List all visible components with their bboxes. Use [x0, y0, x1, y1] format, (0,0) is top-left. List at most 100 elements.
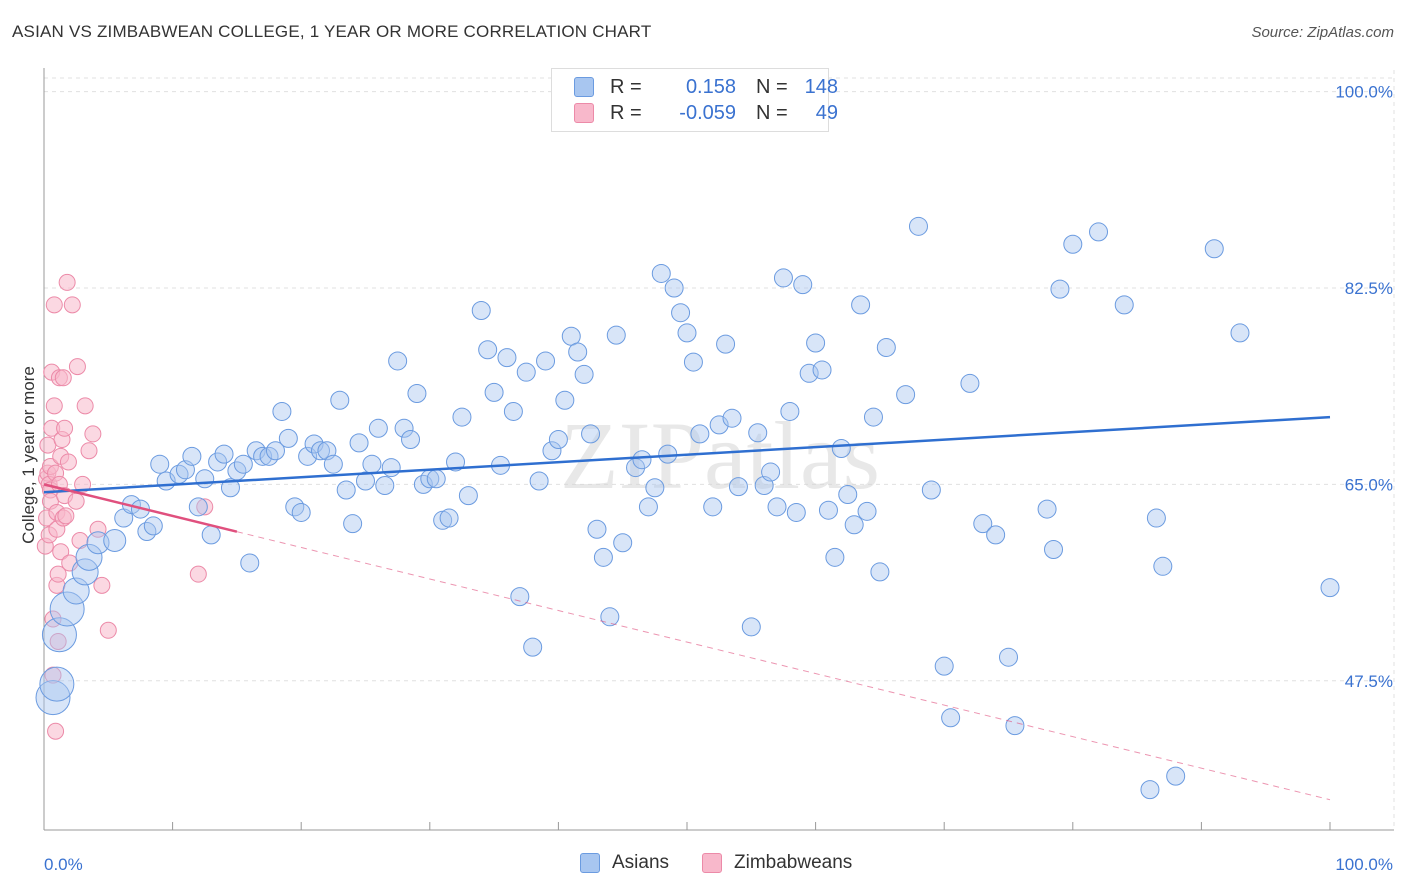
asian-point	[999, 647, 1018, 667]
asian-point	[103, 529, 127, 552]
zimbabwean-point	[189, 565, 207, 583]
zimbabwean-point	[57, 507, 75, 525]
zimbabwean-swatch-icon	[574, 103, 594, 123]
asian-point	[49, 591, 85, 627]
asian-point	[195, 469, 215, 489]
asian-point	[478, 340, 498, 360]
asian-point	[375, 476, 395, 496]
source-label: Source: ZipAtlas.com	[1251, 24, 1394, 41]
asian-point	[1204, 239, 1224, 259]
legend-item-zimbabweans: Zimbabweans	[702, 852, 852, 874]
zimbabwean-point	[49, 565, 67, 583]
asian-point	[1320, 578, 1340, 598]
asian-point	[536, 351, 556, 371]
asian-point	[278, 428, 298, 448]
asian-point	[323, 454, 343, 474]
n-value: 148	[804, 75, 838, 98]
asian-point	[780, 401, 800, 421]
chart-title: ASIAN VS ZIMBABWEAN COLLEGE, 1 YEAR OR M…	[12, 22, 652, 41]
asian-point	[330, 390, 350, 410]
asian-point	[812, 360, 832, 380]
asian-point	[356, 471, 375, 491]
zimbabwean-point	[68, 358, 86, 376]
asian-point	[793, 275, 813, 295]
asian-point	[703, 497, 723, 517]
zimbabwean-point	[47, 722, 65, 740]
zimbabwean-point	[52, 543, 70, 561]
asian-point	[645, 478, 665, 498]
zimbabwean-trend-line-extension	[236, 531, 1331, 801]
asian-point	[523, 637, 543, 657]
asian-point	[233, 454, 253, 474]
asian-point	[426, 469, 446, 489]
asian-point	[941, 708, 961, 728]
legend-row-zimbabweans: R = -0.059 N = 49	[574, 100, 838, 126]
asian-point	[542, 441, 562, 461]
n-value: 49	[815, 101, 838, 124]
asian-point	[362, 454, 382, 474]
asian-point	[35, 680, 71, 716]
asian-point	[201, 525, 221, 545]
asian-point	[671, 303, 691, 323]
legend-item-asians: Asians	[580, 852, 669, 874]
asian-point	[581, 424, 601, 444]
zimbabwean-point	[49, 632, 67, 650]
asian-point	[298, 446, 318, 466]
asian-point	[439, 508, 459, 528]
asian-point	[908, 216, 928, 236]
asian-point	[806, 333, 826, 353]
zimbabwean-point	[76, 397, 94, 415]
asian-point	[690, 424, 710, 444]
watermark: ZIPatlas	[560, 402, 880, 509]
asian-point	[555, 390, 575, 410]
y-tick-label: 65.0%	[1345, 475, 1393, 494]
n-label: N =	[756, 75, 788, 98]
asian-point	[921, 480, 941, 500]
asian-point	[1044, 539, 1064, 559]
asian-point	[1140, 780, 1160, 800]
correlation-legend: R = 0.158 N = 148 R = -0.059 N = 49	[551, 68, 838, 132]
zimbabwean-point	[74, 475, 92, 493]
zimbabwean-point	[54, 369, 72, 387]
asian-point	[401, 430, 421, 450]
zimbabwean-points	[36, 273, 214, 740]
asian-point	[381, 458, 401, 478]
asian-point	[240, 553, 260, 573]
asian-point	[632, 450, 652, 470]
zimbabwean-point	[58, 273, 76, 291]
asian-point	[182, 446, 202, 466]
asian-point	[677, 323, 697, 343]
asian-point	[831, 438, 851, 458]
x-tick-label: 0.0%	[44, 855, 83, 874]
asian-point	[208, 452, 228, 472]
asian-point	[1050, 279, 1070, 299]
asian-point	[658, 444, 678, 464]
asian-point	[593, 547, 613, 567]
asian-point	[310, 441, 330, 461]
asian-point	[529, 471, 549, 491]
zimbabwean-point	[89, 520, 107, 538]
zimbabwean-point	[84, 425, 102, 443]
legend-row-asians: R = 0.158 N = 148	[574, 74, 838, 100]
asian-point	[516, 362, 536, 382]
asian-point	[1037, 499, 1057, 519]
asian-point	[86, 531, 110, 555]
asian-point	[818, 500, 838, 520]
asian-point	[973, 514, 993, 534]
zimbabwean-point	[80, 442, 98, 460]
y-tick-labels: 47.5% 65.0% 82.5% 100.0%	[1335, 83, 1393, 691]
zimbabwean-point	[67, 492, 85, 510]
asian-point	[75, 543, 103, 571]
r-value: 0.158	[685, 75, 736, 98]
asian-point	[876, 338, 896, 357]
asian-point	[587, 519, 607, 539]
asian-point	[613, 533, 633, 553]
r-label: R =	[610, 101, 642, 124]
asian-point	[150, 454, 170, 474]
asian-point	[1153, 556, 1173, 576]
zimbabwean-swatch-icon	[702, 853, 722, 873]
asian-point	[497, 348, 517, 368]
asian-point	[986, 525, 1006, 545]
asian-point	[484, 382, 504, 402]
